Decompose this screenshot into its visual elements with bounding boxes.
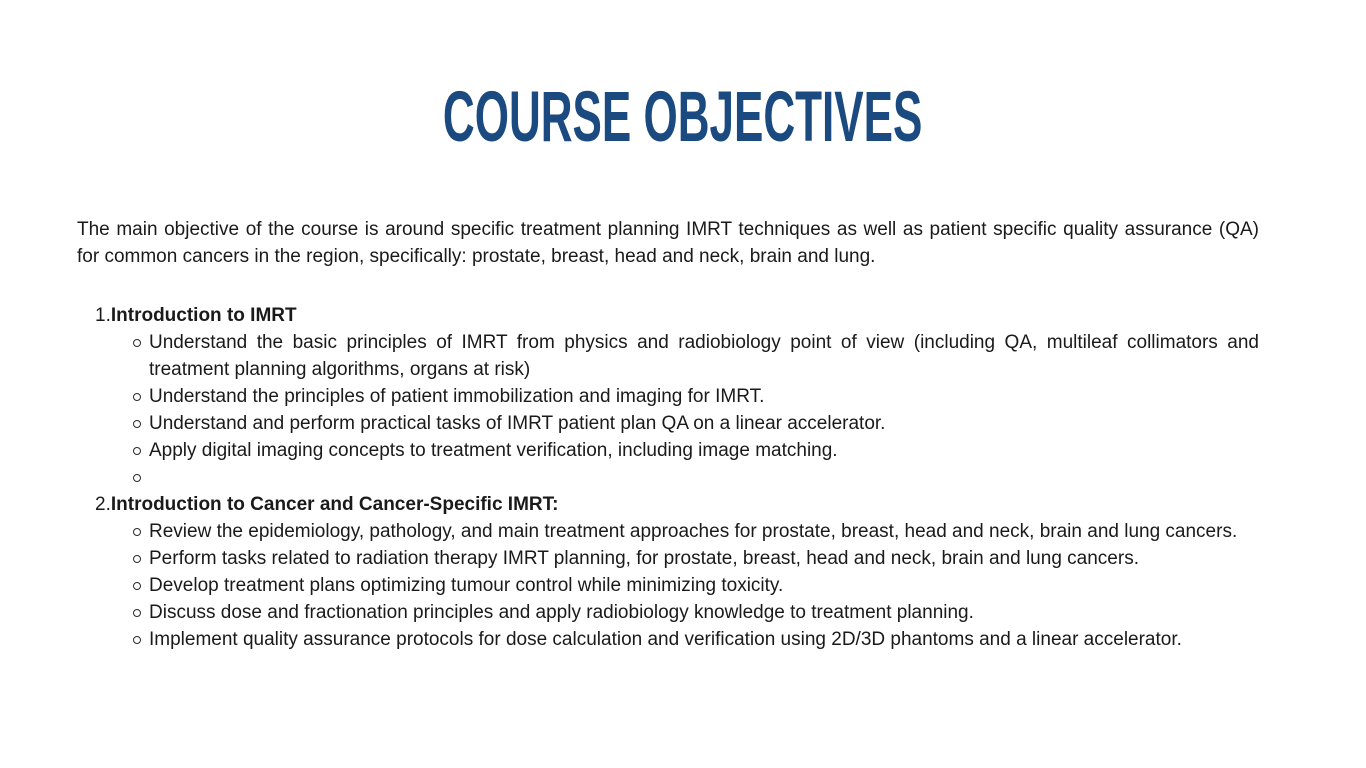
bullet-item: Understand and perform practical tasks o… (77, 410, 1259, 437)
title-container: COURSE OBJECTIVES (0, 82, 1366, 153)
list-item: 1.Introduction to IMRT Understand the bas… (77, 302, 1259, 491)
circle-bullet-icon (133, 393, 141, 401)
bullet-text: Implement quality assurance protocols fo… (149, 629, 1182, 650)
circle-bullet-icon (133, 339, 141, 347)
circle-bullet-icon (133, 447, 141, 455)
bullet-text: Understand the basic principles of IMRT … (149, 332, 1259, 380)
bullet-text: Discuss dose and fractionation principle… (149, 602, 974, 623)
bullet-item: Understand the principles of patient imm… (77, 383, 1259, 410)
bullet-item: Develop treatment plans optimizing tumou… (77, 572, 1259, 599)
bullet-text: Develop treatment plans optimizing tumou… (149, 575, 784, 596)
page-title: COURSE OBJECTIVES (443, 78, 923, 157)
bullet-text: Understand the principles of patient imm… (149, 386, 765, 407)
circle-bullet-icon (133, 420, 141, 428)
bullet-item: Implement quality assurance protocols fo… (77, 626, 1259, 653)
circle-bullet-icon (133, 609, 141, 617)
bullet-item (77, 464, 1259, 491)
bullet-item: Discuss dose and fractionation principle… (77, 599, 1259, 626)
circle-bullet-icon (133, 636, 141, 644)
list-item-heading: Introduction to IMRT (110, 305, 297, 326)
bullet-item: Review the epidemiology, pathology, and … (77, 518, 1259, 545)
bullet-text: Apply digital imaging concepts to treatm… (149, 440, 838, 461)
bullet-item: Understand the basic principles of IMRT … (77, 329, 1259, 383)
slide-body: The main objective of the course is arou… (77, 216, 1259, 653)
list-item-number: 1. (95, 305, 111, 326)
list-item-number: 2. (95, 494, 111, 515)
bullet-item: Apply digital imaging concepts to treatm… (77, 437, 1259, 464)
list-item-heading: Introduction to Cancer and Cancer-Specif… (110, 494, 559, 515)
bullet-item: Perform tasks related to radiation thera… (77, 545, 1259, 572)
bullet-text: Review the epidemiology, pathology, and … (149, 521, 1238, 542)
list-item-head: 1.Introduction to IMRT (77, 302, 1259, 329)
list-item: 2.Introduction to Cancer and Cancer-Spec… (77, 491, 1259, 653)
circle-bullet-icon (133, 555, 141, 563)
list-item-head: 2.Introduction to Cancer and Cancer-Spec… (77, 491, 1259, 518)
circle-bullet-icon (133, 582, 141, 590)
bullet-list: Understand the basic principles of IMRT … (77, 329, 1259, 491)
circle-bullet-icon (133, 528, 141, 536)
circle-bullet-icon (133, 474, 141, 482)
bullet-text: Understand and perform practical tasks o… (149, 413, 886, 434)
bullet-text: Perform tasks related to radiation thera… (149, 548, 1139, 569)
intro-paragraph: The main objective of the course is arou… (77, 219, 1259, 267)
bullet-list: Review the epidemiology, pathology, and … (77, 518, 1259, 653)
objectives-list: 1.Introduction to IMRT Understand the bas… (77, 302, 1259, 653)
